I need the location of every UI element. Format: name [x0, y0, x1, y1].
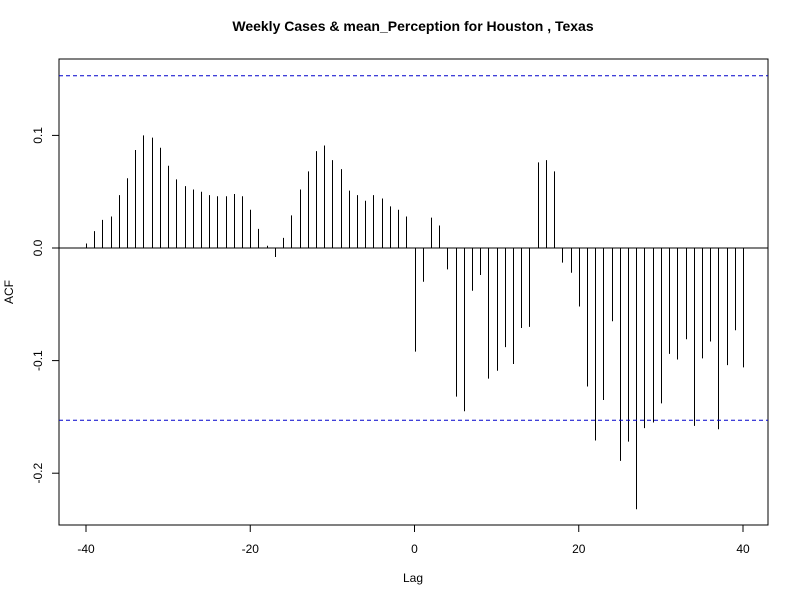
x-tick-label: 40 [736, 542, 750, 556]
x-axis: -40 -20 0 20 40 [77, 525, 750, 556]
x-axis-label: Lag [403, 571, 423, 585]
y-tick-label: -0.1 [31, 350, 45, 371]
y-tick-label: 0.1 [31, 127, 45, 144]
x-tick-label: -20 [242, 542, 260, 556]
x-tick-label: 20 [572, 542, 586, 556]
confidence-bands [59, 75, 768, 421]
acf-bars [86, 135, 744, 510]
x-tick-label: 0 [411, 542, 418, 556]
y-axis-label: ACF [2, 280, 16, 304]
plot-frame [58, 58, 769, 526]
chart-title: Weekly Cases & mean_Perception for Houst… [232, 18, 593, 34]
y-tick-label: 0.0 [31, 239, 45, 256]
x-tick-label: -40 [77, 542, 95, 556]
y-axis: -0.2 -0.1 0.0 0.1 [31, 127, 59, 484]
y-tick-label: -0.2 [31, 463, 45, 484]
